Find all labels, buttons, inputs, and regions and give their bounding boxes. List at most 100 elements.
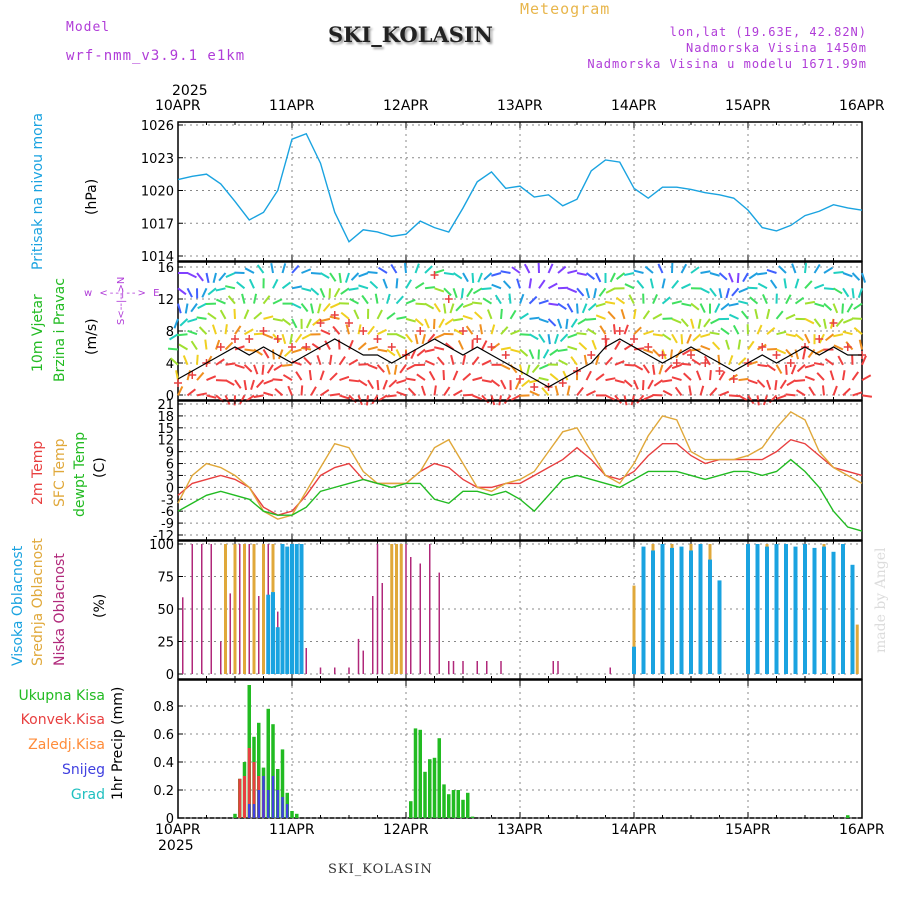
wind-arrow bbox=[737, 357, 747, 366]
wind-arrow bbox=[312, 318, 322, 326]
wind-arrow bbox=[357, 379, 368, 387]
bar bbox=[609, 667, 611, 674]
wind-arrow bbox=[842, 317, 853, 324]
wind-arrow bbox=[794, 296, 805, 305]
gust-mark bbox=[444, 295, 453, 303]
wind-arrow bbox=[731, 287, 740, 297]
bar bbox=[470, 816, 475, 818]
wind-arrow bbox=[253, 311, 263, 320]
wind-arrow bbox=[529, 316, 540, 320]
cloud-label-mid: Srednja Oblacnost bbox=[30, 538, 46, 666]
wind-arrow bbox=[452, 389, 463, 397]
wind-arrow bbox=[305, 318, 312, 329]
wind-arrow bbox=[766, 347, 778, 351]
wind-arrow bbox=[270, 262, 274, 274]
wind-arrow bbox=[410, 349, 417, 359]
bar bbox=[281, 797, 284, 818]
wind-arrow bbox=[774, 379, 778, 391]
wind-arrow bbox=[661, 296, 671, 305]
wind-arrow bbox=[616, 272, 626, 280]
bar bbox=[442, 784, 446, 818]
wind-arrow bbox=[585, 288, 591, 299]
y-tick-label: 0 bbox=[166, 481, 174, 496]
wind-arrow bbox=[291, 285, 303, 290]
wind-arrow bbox=[658, 364, 664, 375]
bar bbox=[746, 544, 750, 674]
wind-arrow bbox=[328, 288, 331, 299]
wind-arrow bbox=[263, 391, 274, 397]
wind-arrow bbox=[301, 287, 312, 292]
wind-arrow bbox=[837, 355, 844, 366]
wind-arrow bbox=[329, 272, 337, 282]
bar bbox=[855, 624, 859, 674]
precip-legend-total: Ukupna Kisa bbox=[18, 688, 105, 704]
wind-arrow bbox=[175, 370, 179, 381]
y-tick-label: 12 bbox=[157, 293, 174, 308]
wind-arrow bbox=[253, 293, 258, 304]
wind-arrow bbox=[720, 327, 730, 336]
wind-arrow bbox=[700, 333, 711, 338]
wind-arrow bbox=[562, 370, 569, 381]
wind-arrow bbox=[852, 391, 863, 397]
wind-arrow bbox=[225, 362, 236, 366]
wind-arrow bbox=[196, 272, 204, 282]
year-bottom: 2025 bbox=[158, 838, 194, 854]
wind-arrow bbox=[519, 333, 531, 336]
wind-arrow bbox=[310, 386, 317, 396]
wind-arrow bbox=[804, 318, 815, 325]
wind-arrow bbox=[636, 394, 645, 404]
bar bbox=[822, 546, 826, 674]
wind-arrow bbox=[243, 309, 250, 320]
wind-arrow bbox=[284, 348, 293, 358]
wind-arrow bbox=[510, 329, 521, 336]
wind-arrow bbox=[709, 287, 717, 297]
wind-arrow bbox=[680, 362, 692, 366]
wind-arrow bbox=[500, 308, 503, 319]
wind-arrow bbox=[357, 395, 363, 406]
wind-arrow bbox=[766, 327, 776, 335]
wind-arrow bbox=[548, 302, 559, 306]
wind-arrow bbox=[367, 345, 378, 351]
wind-arrow bbox=[857, 287, 863, 299]
wind-arrow bbox=[740, 310, 749, 320]
wind-arrow bbox=[319, 370, 325, 381]
wind-arrow bbox=[225, 285, 236, 290]
wind-arrow bbox=[652, 294, 658, 305]
bar bbox=[812, 547, 817, 674]
precip-legend-conv: Konvek.Kisa bbox=[20, 712, 105, 728]
wind-arrow bbox=[538, 363, 549, 370]
wind-arrow bbox=[253, 364, 259, 375]
wind-arrow bbox=[289, 334, 293, 345]
wind-arrow bbox=[795, 389, 806, 397]
wind-arrow bbox=[823, 318, 827, 329]
wind-arrow bbox=[238, 394, 246, 405]
wind-arrow bbox=[549, 373, 559, 381]
wind-arrow bbox=[377, 394, 388, 402]
wind-arrow bbox=[709, 387, 718, 397]
wind-arrow bbox=[329, 302, 340, 309]
panel-frame bbox=[177, 679, 863, 819]
wind-arrow bbox=[263, 379, 274, 385]
wind-label-1: 10m Vjetar bbox=[30, 294, 46, 372]
wind-arrow bbox=[662, 389, 673, 397]
wind-arrow bbox=[680, 263, 688, 274]
wind-arrow bbox=[212, 272, 217, 283]
wind-arrow bbox=[657, 263, 664, 274]
wind-arrow bbox=[804, 280, 813, 289]
gust-mark bbox=[273, 335, 282, 343]
wind-arrow bbox=[460, 288, 464, 299]
lonlat-text: lon,lat (19.63E, 42.82N) bbox=[669, 25, 867, 39]
series-line bbox=[177, 438, 863, 516]
wind-arrow bbox=[206, 394, 217, 399]
wind-arrow bbox=[783, 278, 787, 289]
bar bbox=[390, 544, 394, 674]
gust-mark bbox=[729, 375, 738, 383]
wind-arrow bbox=[455, 302, 464, 312]
wind-arrow bbox=[785, 364, 788, 375]
pressure-unit: (hPa) bbox=[84, 178, 100, 215]
wind-arrow bbox=[471, 272, 475, 284]
wind-arrow bbox=[623, 324, 629, 335]
wind-arrow bbox=[624, 272, 635, 277]
bar bbox=[557, 661, 559, 674]
wind-arrow bbox=[414, 318, 424, 327]
